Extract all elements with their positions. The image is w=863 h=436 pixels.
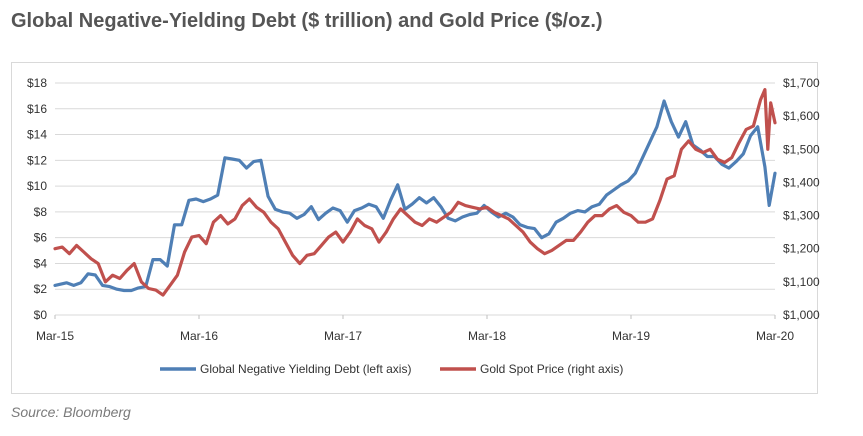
legend-label-gold: Gold Spot Price (right axis) [480, 362, 623, 376]
left-axis-tick-label: $8 [34, 205, 48, 219]
right-axis-tick-label: $1,100 [783, 275, 820, 289]
right-axis-tick-label: $1,600 [783, 109, 820, 123]
x-axis-tick-label: Mar-20 [756, 329, 794, 343]
right-axis-tick-label: $1,700 [783, 76, 820, 90]
left-axis-tick-label: $6 [34, 231, 48, 245]
x-axis-tick-label: Mar-17 [324, 329, 362, 343]
right-axis-ticks: $1,000 $1,100 $1,200 $1,300 $1,400 $1,500 $1,6… [783, 76, 820, 322]
right-axis-tick-label: $1,000 [783, 308, 820, 322]
x-axis-ticks: Mar-15 Mar-16 Mar-17 Mar-18 Mar-19 Mar-20 [36, 315, 794, 343]
x-axis-tick-label: Mar-19 [612, 329, 650, 343]
x-axis-tick-label: Mar-18 [468, 329, 506, 343]
legend: Global Negative Yielding Debt (left axis… [160, 362, 623, 376]
left-axis-tick-label: $16 [27, 102, 47, 116]
left-axis-tick-label: $0 [34, 308, 48, 322]
left-axis-tick-label: $12 [27, 153, 47, 167]
chart-frame [11, 62, 818, 394]
left-axis-ticks: $0 $2 $4 $6 $8 $10 $12 $14 $16 $18 [27, 76, 47, 322]
right-axis-tick-label: $1,300 [783, 209, 820, 223]
left-axis-tick-label: $14 [27, 128, 47, 142]
left-axis-tick-label: $2 [34, 282, 48, 296]
negative-yielding-debt-line [53, 99, 777, 293]
legend-label-debt: Global Negative Yielding Debt (left axis… [200, 362, 411, 376]
left-axis-tick-label: $4 [34, 256, 48, 270]
gold-price-line [53, 87, 777, 297]
series-lines [53, 87, 777, 297]
x-axis-tick-label: Mar-16 [180, 329, 218, 343]
right-axis-tick-label: $1,200 [783, 242, 820, 256]
source-note: Source: Bloomberg [11, 404, 131, 420]
gridlines [55, 82, 775, 316]
right-axis-tick-label: $1,500 [783, 142, 820, 156]
left-axis-tick-label: $18 [27, 76, 47, 90]
left-axis-tick-label: $10 [27, 179, 47, 193]
chart-title: Global Negative-Yielding Debt ($ trillio… [11, 10, 603, 32]
x-axis-tick-label: Mar-15 [36, 329, 74, 343]
right-axis-tick-label: $1,400 [783, 175, 820, 189]
